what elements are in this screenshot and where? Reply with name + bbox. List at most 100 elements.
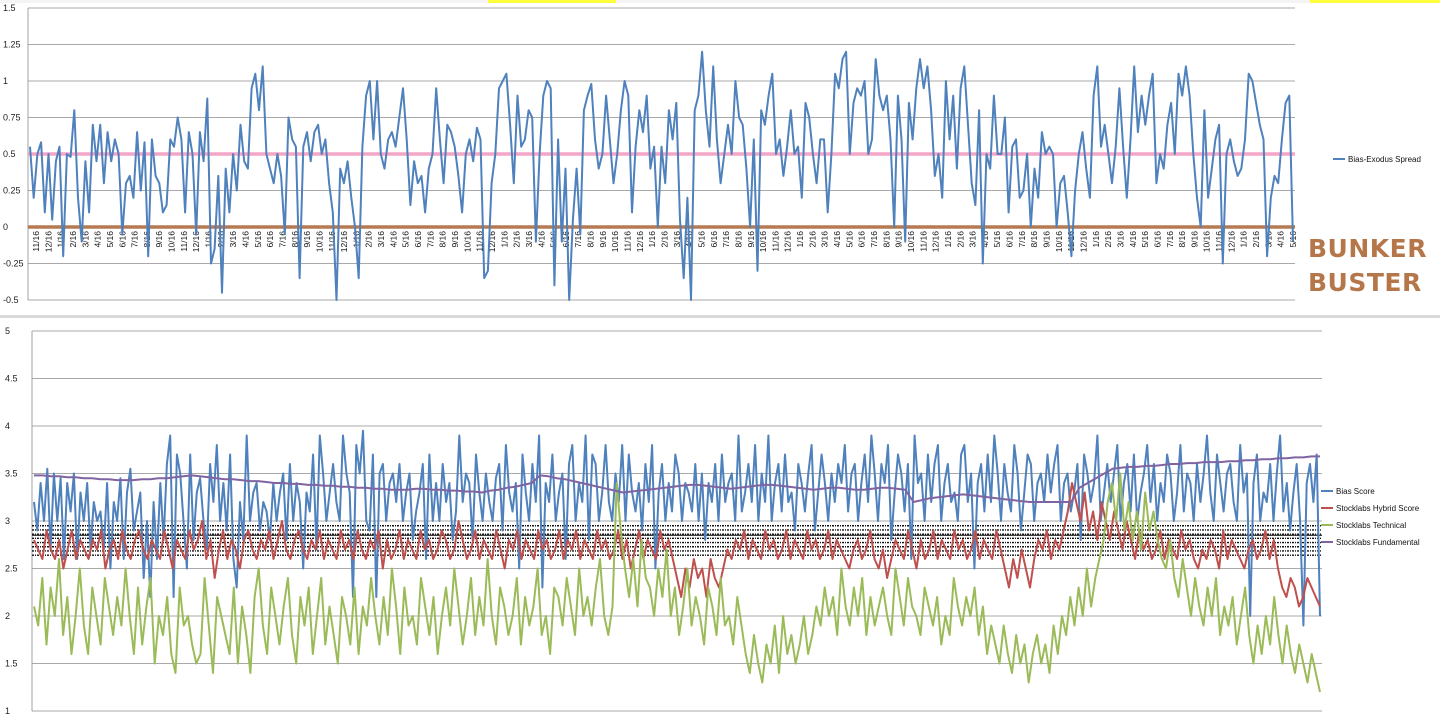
y-tick-label: 0 — [3, 222, 8, 232]
highlighted-cell — [488, 0, 616, 3]
legend-entry: Stocklabs Hybrid Score — [1336, 504, 1420, 513]
x-tick-label: 11/16 — [770, 231, 780, 252]
x-tick-label: 7/16 — [130, 231, 140, 248]
x-tick-label: 5/16 — [105, 231, 115, 248]
x-tick-label: 6/16 — [117, 231, 127, 248]
x-tick-label: 2/16 — [68, 231, 78, 248]
x-tick-label: 1/16 — [56, 231, 66, 248]
y-tick-label: 1 — [3, 76, 8, 86]
x-tick-label: 12/16 — [191, 231, 201, 253]
x-tick-label: 5/16 — [696, 231, 706, 248]
x-tick-label: 12/16 — [783, 231, 793, 253]
series-line — [34, 455, 1320, 503]
x-tick-label: 10/16 — [314, 231, 324, 253]
x-tick-label: 9/16 — [598, 231, 608, 248]
x-tick-label: 9/16 — [450, 231, 460, 248]
data-label-clutter — [32, 525, 1322, 556]
x-tick-label: 10/16 — [758, 231, 768, 253]
x-tick-label: 12/16 — [1079, 231, 1089, 253]
x-tick-label: 1/16 — [647, 231, 657, 248]
y-tick-label: -0.5 — [3, 295, 19, 305]
x-tick-label: 9/16 — [746, 231, 756, 248]
y-tick-label: 1.25 — [3, 40, 21, 50]
x-tick-label: 7/16 — [425, 231, 435, 248]
x-tick-label: 10/16 — [462, 231, 472, 253]
x-tick-label: 6/16 — [857, 231, 867, 248]
x-tick-label: 3/16 — [228, 231, 238, 248]
y-tick-label: 4.5 — [5, 374, 18, 384]
y-tick-label: 1.5 — [3, 3, 16, 13]
x-tick-label: 3/16 — [80, 231, 90, 248]
x-tick-label: 2/16 — [1103, 231, 1113, 248]
x-tick-label: 6/16 — [265, 231, 275, 248]
x-tick-label: 3/16 — [968, 231, 978, 248]
y-tick-label: 2 — [5, 611, 10, 621]
x-tick-label: 7/16 — [1017, 231, 1027, 248]
x-tick-label: 1/16 — [1091, 231, 1101, 248]
x-tick-label: 12/16 — [1226, 231, 1236, 253]
x-tick-label: 4/16 — [241, 231, 251, 248]
legend-entry: Bias-Exodus Spread — [1348, 155, 1421, 164]
legend-entry: Bias Score — [1336, 487, 1375, 496]
y-tick-label: 5 — [5, 326, 10, 336]
x-tick-label: 11/16 — [31, 231, 41, 252]
x-tick-label: 6/16 — [1152, 231, 1162, 248]
legend-entry: Stocklabs Technical — [1336, 521, 1406, 530]
x-tick-label: 8/16 — [733, 231, 743, 248]
x-tick-label: 10/16 — [610, 231, 620, 253]
series-line — [33, 429, 1321, 627]
column-header-strip — [0, 0, 1440, 3]
x-tick-label: 12/16 — [339, 231, 349, 253]
y-tick-label: 0.25 — [3, 186, 21, 196]
x-tick-label: 1/16 — [943, 231, 953, 248]
x-tick-label: 2/16 — [807, 231, 817, 248]
annotation-line-2: BUSTER — [1308, 268, 1422, 297]
legend-entry: Stocklabs Fundamental — [1336, 538, 1420, 547]
series-line — [33, 472, 1321, 693]
x-tick-label: 6/16 — [413, 231, 423, 248]
series-line — [29, 50, 1294, 301]
x-tick-label: 3/16 — [524, 231, 534, 248]
x-tick-label: 10/16 — [1054, 231, 1064, 253]
x-tick-label: 9/16 — [1189, 231, 1199, 248]
x-tick-label: 7/16 — [721, 231, 731, 248]
x-tick-label: 10/16 — [167, 231, 177, 253]
x-tick-label: 5/16 — [844, 231, 854, 248]
highlighted-cell — [1310, 0, 1440, 3]
x-tick-label: 11/16 — [475, 231, 485, 252]
x-tick-label: 4/16 — [388, 231, 398, 248]
x-tick-label: 6/16 — [1005, 231, 1015, 248]
x-tick-label: 12/16 — [43, 231, 53, 253]
y-tick-label: 3.5 — [5, 469, 18, 479]
x-tick-label: 8/16 — [586, 231, 596, 248]
bunker-buster-annotation: BUNKER BUSTER — [1308, 232, 1428, 300]
y-tick-label: 0.75 — [3, 113, 21, 123]
chart-divider — [0, 315, 1440, 318]
x-tick-label: 8/16 — [881, 231, 891, 248]
x-tick-label: 2/16 — [1251, 231, 1261, 248]
scores-chart[interactable]: 1 1.5 2 2.5 3 3.5 4 4.5 5 Bias Score Stocklabs Hyb… — [0, 318, 1440, 715]
x-tick-label: 5/16 — [401, 231, 411, 248]
x-tick-label: 5/16 — [992, 231, 1002, 248]
y-tick-label: 0.5 — [3, 149, 16, 159]
x-tick-label: 3/16 — [1115, 231, 1125, 248]
y-tick-label: 1.5 — [5, 659, 18, 669]
x-tick-label: 8/16 — [290, 231, 300, 248]
x-tick-label: 10/16 — [1202, 231, 1212, 253]
x-tick-label: 4/16 — [832, 231, 842, 248]
x-tick-label: 6/16 — [709, 231, 719, 248]
y-tick-label: 4 — [5, 421, 10, 431]
x-tick-label: 11/16 — [918, 231, 928, 252]
x-tick-label: 9/16 — [1042, 231, 1052, 248]
x-tick-label: 2/16 — [660, 231, 670, 248]
x-tick-label: 3/16 — [376, 231, 386, 248]
x-tick-label: 3/16 — [820, 231, 830, 248]
x-tick-label: 4/16 — [1128, 231, 1138, 248]
y-tick-label: 1 — [5, 706, 10, 715]
x-tick-label: 4/16 — [93, 231, 103, 248]
x-tick-label: 11/16 — [1066, 231, 1076, 252]
x-tick-label: 1/16 — [499, 231, 509, 248]
series-line — [33, 482, 1321, 608]
